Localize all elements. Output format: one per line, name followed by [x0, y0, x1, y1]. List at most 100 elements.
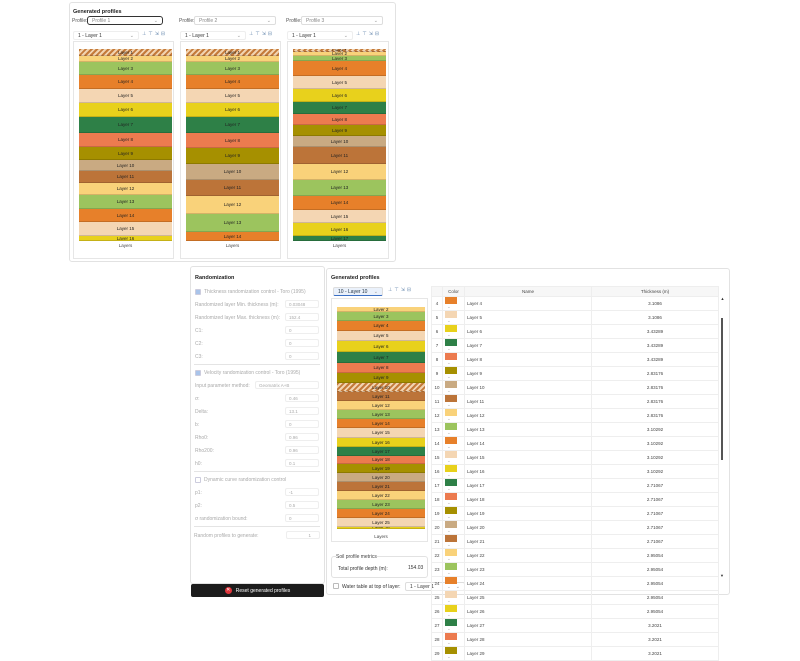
table-row[interactable]: 22 ⌄ Layer 22 2.95054	[431, 548, 719, 563]
color-picker[interactable]: ⌄	[442, 380, 465, 395]
profile-layer[interactable]: Layer 14	[337, 419, 425, 428]
param-input[interactable]: 0	[285, 514, 319, 522]
profile-layer[interactable]: Layer 15	[79, 222, 172, 236]
table-row[interactable]: 19 ⌄ Layer 19 2.71067	[431, 506, 719, 521]
profile-layer[interactable]: Layer 2	[79, 56, 172, 62]
profile-layer[interactable]: Layer 9	[293, 125, 386, 136]
param-input[interactable]: -1	[285, 488, 319, 496]
profile-layer[interactable]: Layer 8	[186, 133, 279, 148]
profile-layer[interactable]: Layer 5	[186, 89, 279, 103]
profile-layer[interactable]: Layer 14	[186, 232, 279, 241]
color-picker[interactable]: ⌄	[442, 310, 465, 325]
table-row[interactable]: 26 ⌄ Layer 26 2.95054	[431, 604, 719, 619]
profile-layer[interactable]: Layer 23	[337, 500, 425, 509]
checkbox[interactable]	[195, 289, 201, 295]
color-picker[interactable]: ⌄	[442, 324, 465, 339]
profile-layer[interactable]: Layer 4	[337, 321, 425, 331]
color-picker[interactable]: ⌄	[442, 506, 465, 521]
color-picker[interactable]: ⌄	[442, 450, 465, 465]
profile-layer[interactable]: Layer 20	[337, 473, 425, 482]
param-input[interactable]: 13.1	[285, 407, 319, 415]
profile-layer[interactable]: Layer 9	[79, 147, 172, 160]
color-picker[interactable]: ⌄	[442, 520, 465, 535]
profile-layer[interactable]: Layer 10	[186, 164, 279, 180]
table-row[interactable]: 10 ⌄ Layer 10 2.83176	[431, 380, 719, 395]
profile-layer[interactable]: Layer 17	[293, 236, 386, 241]
profile-layer[interactable]: Layer 6	[337, 341, 425, 352]
color-picker[interactable]: ⌄	[442, 618, 465, 633]
profile-layer[interactable]: Layer 8	[293, 114, 386, 125]
profile-layer[interactable]: Layer 13	[293, 180, 386, 196]
table-row[interactable]: 24 ⌄ Layer 24 2.95054	[431, 576, 719, 591]
scrollbar-thumb[interactable]	[721, 318, 723, 460]
profile-layer[interactable]: Layer 16	[79, 236, 172, 241]
profile-layer[interactable]: Layer 14	[79, 209, 172, 222]
param-input[interactable]: 0.96	[285, 433, 319, 441]
table-row[interactable]: 6 ⌄ Layer 6 3.43289	[431, 324, 719, 339]
reset-generated-profiles-button[interactable]: ✕ Reset generated profiles	[191, 584, 324, 597]
param-input[interactable]: 0.1	[285, 459, 319, 467]
color-picker[interactable]: ⌄	[442, 646, 465, 661]
profile-layer[interactable]: Layer 2	[186, 56, 279, 62]
checkbox[interactable]	[195, 477, 201, 483]
color-picker[interactable]: ⌄	[442, 590, 465, 605]
table-row[interactable]: 8 ⌄ Layer 8 3.43289	[431, 352, 719, 367]
profile-layer[interactable]: Layer 4	[79, 75, 172, 89]
param-input[interactable]: 0	[285, 326, 319, 334]
color-picker[interactable]: ⌄	[442, 422, 465, 437]
profile-layer[interactable]: Layer 15	[293, 210, 386, 223]
profile-layer[interactable]: Layer 10	[79, 160, 172, 171]
table-row[interactable]: 16 ⌄ Layer 16 3.10292	[431, 464, 719, 479]
profile-layer[interactable]: Layer 1	[79, 49, 172, 56]
profile-layer[interactable]: Layer 10	[293, 136, 386, 147]
param-input[interactable]: 0	[285, 339, 319, 347]
param-input[interactable]: 0.96	[285, 446, 319, 454]
profile-layer[interactable]: Layer 16	[293, 223, 386, 236]
param-input[interactable]: 0.03048	[285, 300, 319, 308]
profile-layer[interactable]: Layer 11	[337, 392, 425, 401]
color-picker[interactable]: ⌄	[442, 352, 465, 367]
profile-layer[interactable]: Layer 12	[186, 196, 279, 214]
table-row[interactable]: 18 ⌄ Layer 18 2.71067	[431, 492, 719, 507]
color-picker[interactable]: ⌄	[442, 492, 465, 507]
profile-layer[interactable]: Layer 1	[186, 49, 279, 56]
profile-layer[interactable]: Layer 7	[79, 117, 172, 133]
profile-layer[interactable]: Layer 13	[337, 410, 425, 419]
table-row[interactable]: 15 ⌄ Layer 15 3.10292	[431, 450, 719, 465]
table-row[interactable]: 5 ⌄ Layer 5 3.1086	[431, 310, 719, 325]
scroll-up-icon[interactable]: ▲	[720, 296, 725, 301]
profile-layer[interactable]: Layer 2	[337, 307, 425, 312]
profile-layer[interactable]: Layer 14	[293, 196, 386, 210]
color-picker[interactable]: ⌄	[442, 534, 465, 549]
profile-layer[interactable]: Layer 21	[337, 482, 425, 491]
table-row[interactable]: 23 ⌄ Layer 23 2.95054	[431, 562, 719, 577]
profile-layer[interactable]: Layer 2	[293, 52, 386, 56]
color-picker[interactable]: ⌄	[442, 464, 465, 479]
random-profiles-stepper[interactable]: 1	[286, 531, 320, 539]
profile-layer[interactable]: Layer 9	[186, 148, 279, 164]
table-row[interactable]: 27 ⌄ Layer 27 3.2021	[431, 618, 719, 633]
table-row[interactable]: 21 ⌄ Layer 21 2.71067	[431, 534, 719, 549]
table-row[interactable]: 14 ⌄ Layer 14 3.10292	[431, 436, 719, 451]
color-picker[interactable]: ⌄	[442, 562, 465, 577]
color-picker[interactable]: ⌄	[442, 338, 465, 353]
profile-layer[interactable]: Layer 8	[337, 363, 425, 373]
profile-layer[interactable]: Layer 22	[337, 491, 425, 500]
profile-layer[interactable]: Layer 26	[337, 527, 425, 529]
param-input[interactable]: 152.4	[285, 313, 319, 321]
color-picker[interactable]: ⌄	[442, 436, 465, 451]
water-table-checkbox[interactable]	[333, 583, 339, 589]
profile-layer[interactable]: Layer 9	[337, 373, 425, 383]
table-scrollbar[interactable]: ▲ ▼	[720, 296, 725, 578]
color-picker[interactable]: ⌄	[442, 394, 465, 409]
profile-layer[interactable]: Layer 6	[293, 89, 386, 102]
profile-layer[interactable]: Layer 5	[293, 76, 386, 89]
table-row[interactable]: 12 ⌄ Layer 12 2.83176	[431, 408, 719, 423]
profile-layer[interactable]: Layer 6	[79, 103, 172, 117]
profile-layer[interactable]: Layer 11	[293, 147, 386, 164]
table-row[interactable]: 9 ⌄ Layer 9 2.83176	[431, 366, 719, 381]
profile-select[interactable]: Profile 2 ⌄	[194, 16, 276, 25]
profile-layer[interactable]: Layer 11	[186, 180, 279, 196]
profile-layer[interactable]: Layer 10	[337, 383, 425, 392]
profile-layer[interactable]: Layer 11	[79, 171, 172, 183]
